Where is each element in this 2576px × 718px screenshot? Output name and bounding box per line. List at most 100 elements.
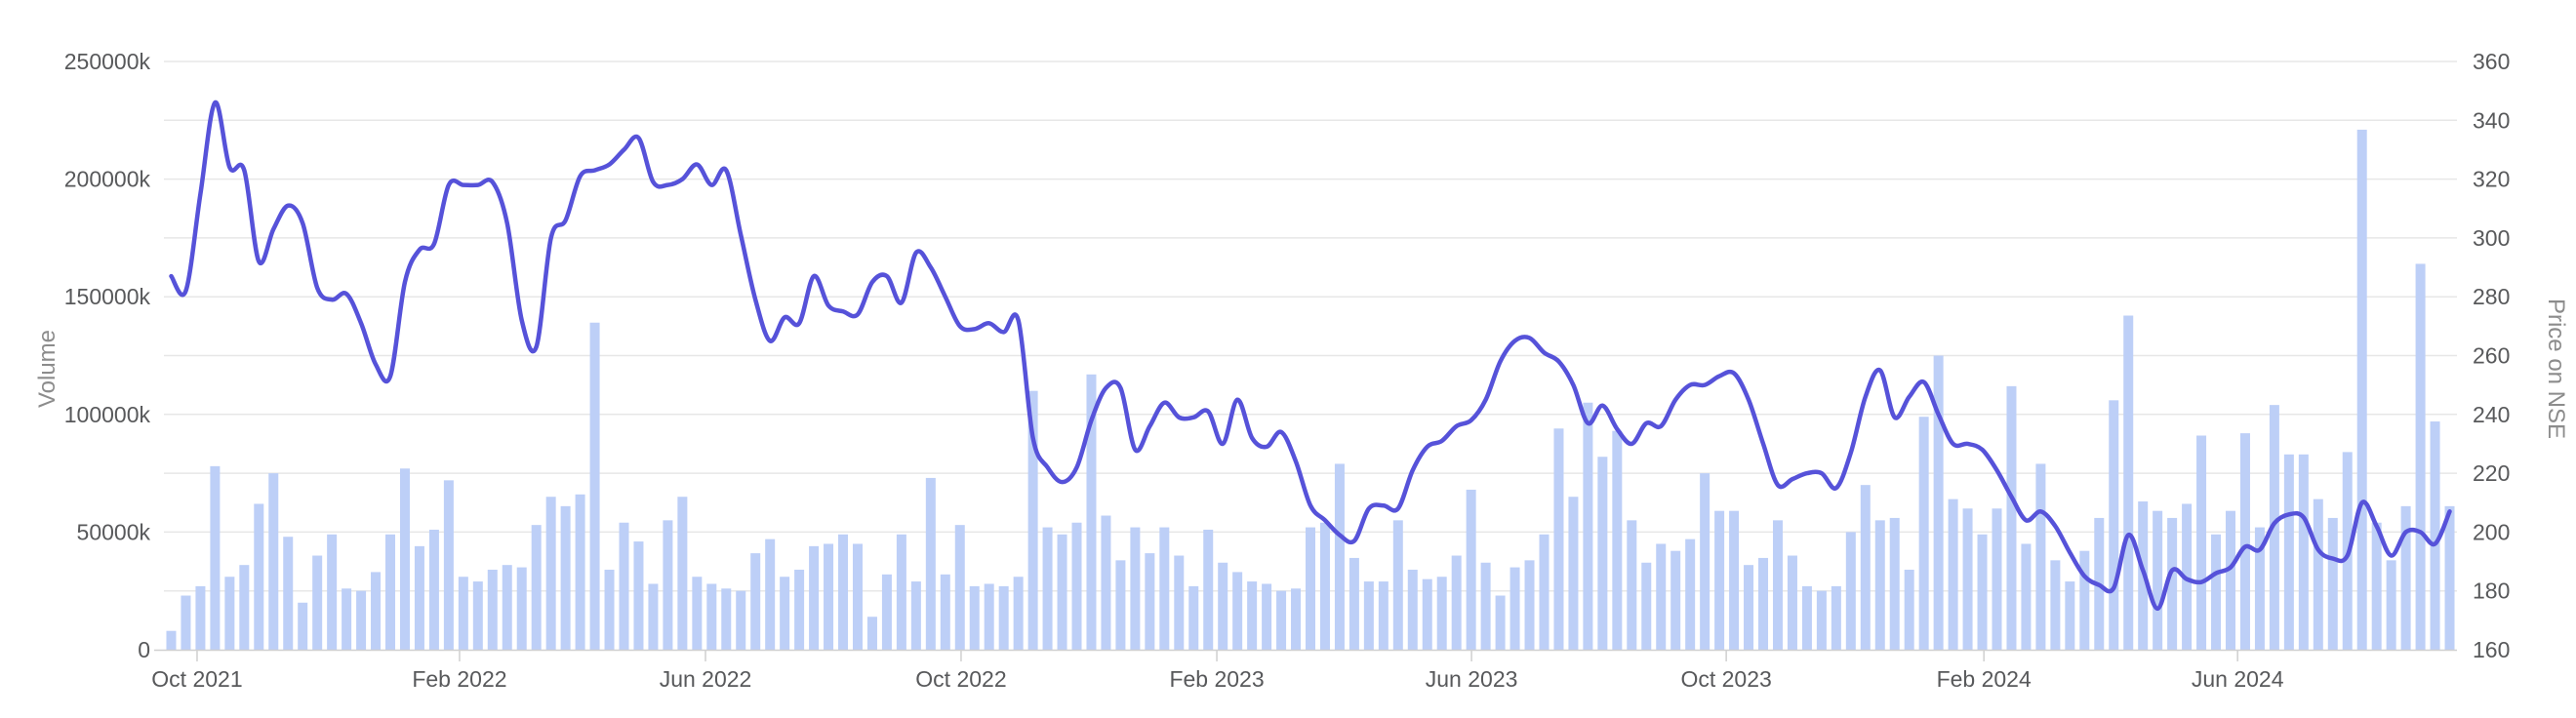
volume-bar[interactable]: [750, 553, 761, 650]
volume-bar[interactable]: [1685, 538, 1696, 650]
volume-bar[interactable]: [166, 630, 177, 650]
volume-bar[interactable]: [2225, 510, 2235, 650]
volume-bar[interactable]: [1948, 499, 1958, 650]
volume-bar[interactable]: [1874, 520, 1885, 650]
volume-bar[interactable]: [1130, 527, 1141, 650]
volume-bar[interactable]: [619, 522, 629, 650]
volume-bar[interactable]: [2211, 534, 2222, 650]
volume-bar[interactable]: [531, 525, 542, 650]
volume-bar[interactable]: [327, 534, 338, 650]
volume-bar[interactable]: [1159, 527, 1170, 650]
volume-bar[interactable]: [969, 585, 980, 650]
volume-bar[interactable]: [589, 322, 600, 650]
volume-bar[interactable]: [1860, 485, 1871, 650]
volume-bar[interactable]: [1495, 595, 1506, 650]
volume-bar[interactable]: [2400, 505, 2411, 650]
volume-bar[interactable]: [1597, 457, 1608, 650]
volume-bar[interactable]: [1612, 430, 1623, 650]
volume-bar[interactable]: [1363, 581, 1374, 650]
volume-bar[interactable]: [210, 465, 221, 650]
volume-bar[interactable]: [1291, 588, 1302, 650]
volume-bar[interactable]: [2109, 400, 2119, 650]
volume-bar[interactable]: [2021, 543, 2032, 650]
volume-bar[interactable]: [575, 494, 585, 650]
volume-bar[interactable]: [1174, 555, 1185, 650]
volume-bar[interactable]: [1816, 590, 1827, 650]
volume-bar[interactable]: [224, 577, 235, 650]
volume-bar[interactable]: [254, 503, 264, 650]
volume-bar[interactable]: [1407, 569, 1418, 650]
volume-bar[interactable]: [1845, 532, 1856, 650]
volume-bar[interactable]: [2079, 550, 2090, 650]
volume-bar[interactable]: [1553, 428, 1564, 650]
volume-bar[interactable]: [487, 569, 498, 650]
volume-bar[interactable]: [1451, 555, 1462, 650]
volume-bar[interactable]: [1042, 527, 1053, 650]
volume-bar[interactable]: [1319, 522, 1330, 650]
volume-bar[interactable]: [2153, 510, 2163, 650]
volume-bar[interactable]: [2298, 454, 2309, 650]
volume-bar[interactable]: [780, 577, 790, 650]
volume-bar[interactable]: [2415, 263, 2426, 650]
volume-bar[interactable]: [2050, 560, 2061, 650]
volume-bar[interactable]: [472, 581, 483, 650]
volume-bar[interactable]: [356, 590, 367, 650]
volume-bar[interactable]: [1392, 520, 1403, 650]
volume-bar[interactable]: [1831, 585, 1841, 650]
volume-bar[interactable]: [2269, 405, 2279, 650]
volume-bar[interactable]: [736, 590, 746, 650]
volume-bar[interactable]: [1466, 489, 1476, 650]
volume-bar[interactable]: [2386, 560, 2396, 650]
volume-bar[interactable]: [298, 602, 308, 650]
volume-bar[interactable]: [1509, 567, 1520, 650]
volume-bar[interactable]: [371, 572, 382, 650]
volume-bar[interactable]: [1071, 522, 1082, 650]
volume-bar[interactable]: [824, 543, 834, 650]
volume-bar[interactable]: [1700, 473, 1711, 650]
volume-bar[interactable]: [1904, 569, 1914, 650]
volume-bar[interactable]: [1334, 463, 1345, 650]
volume-bar[interactable]: [940, 574, 950, 650]
volume-bar[interactable]: [1027, 390, 1038, 650]
volume-bar[interactable]: [1787, 555, 1797, 650]
volume-bar[interactable]: [765, 538, 776, 650]
volume-bar[interactable]: [1977, 534, 1988, 650]
volume-bar[interactable]: [342, 588, 352, 650]
volume-bar[interactable]: [1539, 534, 1550, 650]
volume-bar[interactable]: [545, 497, 556, 650]
volume-bar[interactable]: [1627, 520, 1637, 650]
volume-bar[interactable]: [998, 585, 1009, 650]
volume-bar[interactable]: [2254, 527, 2265, 650]
volume-bar[interactable]: [1729, 510, 1740, 650]
volume-bar[interactable]: [1057, 534, 1067, 650]
volume-bar[interactable]: [809, 545, 820, 650]
volume-bar[interactable]: [1583, 402, 1593, 650]
volume-bar[interactable]: [1641, 562, 1652, 650]
volume-bar[interactable]: [838, 534, 849, 650]
volume-bar[interactable]: [283, 537, 294, 650]
volume-bar[interactable]: [2239, 433, 2250, 650]
volume-bars[interactable]: [166, 129, 2455, 650]
volume-bar[interactable]: [1306, 527, 1315, 650]
volume-bar[interactable]: [2371, 522, 2382, 650]
volume-bar[interactable]: [1992, 508, 2002, 650]
volume-bar[interactable]: [677, 497, 688, 650]
volume-bar[interactable]: [1962, 508, 1973, 650]
volume-bar[interactable]: [1568, 497, 1579, 650]
volume-bar[interactable]: [1086, 374, 1097, 650]
volume-bar[interactable]: [1188, 585, 1199, 650]
volume-bar[interactable]: [1145, 553, 1155, 650]
volume-bar[interactable]: [1436, 577, 1447, 650]
volume-bar[interactable]: [1378, 581, 1389, 650]
volume-bar[interactable]: [1203, 529, 1214, 650]
volume-bar[interactable]: [1524, 560, 1535, 650]
volume-bar[interactable]: [852, 543, 863, 650]
volume-bar[interactable]: [414, 545, 424, 650]
volume-bar[interactable]: [1670, 550, 1681, 650]
volume-bar[interactable]: [1772, 520, 1783, 650]
volume-bar[interactable]: [1714, 510, 1725, 650]
volume-bar[interactable]: [458, 577, 468, 650]
volume-bar[interactable]: [312, 555, 323, 650]
volume-bar[interactable]: [2430, 421, 2440, 650]
volume-bar[interactable]: [1889, 517, 1900, 650]
